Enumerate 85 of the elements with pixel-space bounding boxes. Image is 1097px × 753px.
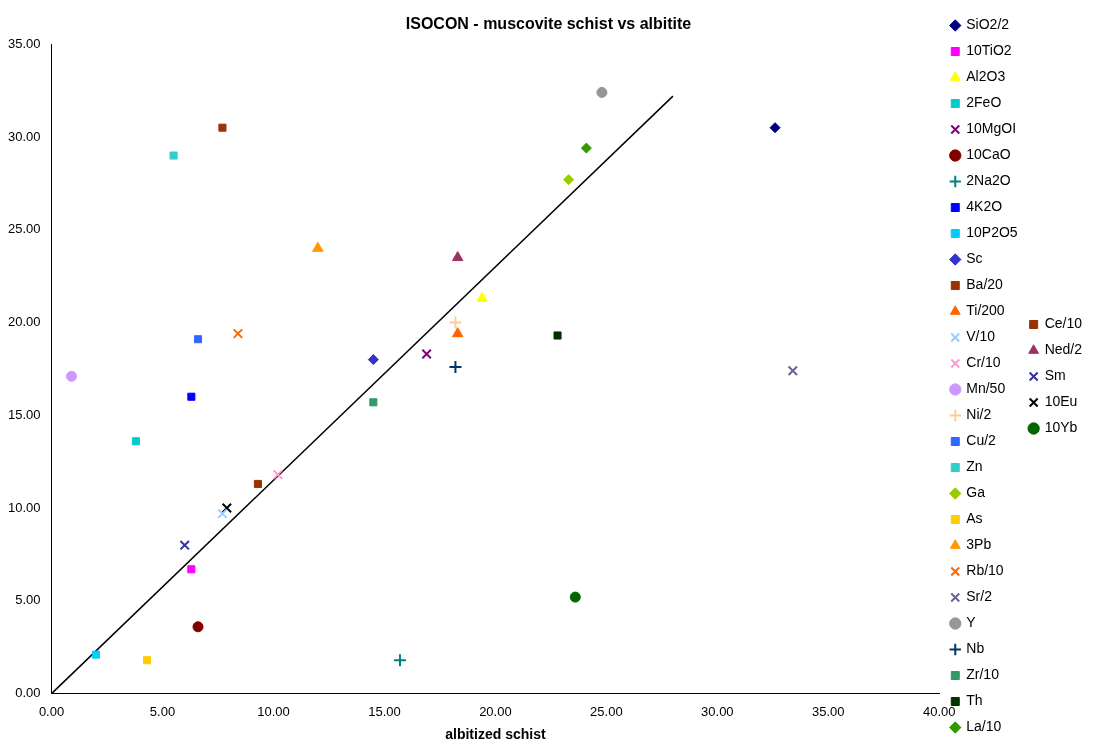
legend-label: Sr/2 — [966, 588, 993, 605]
x-tick-label: 20.00 — [479, 703, 512, 719]
x-tick-label: 40.00 — [923, 703, 956, 719]
point — [553, 331, 562, 340]
y-tick-label: 35.00 — [7, 35, 41, 51]
legend-label: 10P2O5 — [966, 224, 1018, 241]
legend-label: Rb/10 — [966, 562, 1004, 579]
legend-label: Cu/2 — [966, 432, 997, 449]
legend-label: Ned/2 — [1044, 341, 1083, 358]
legend-label: Mn/50 — [966, 380, 1006, 397]
point — [272, 469, 284, 480]
y-tick-label: 20.00 — [7, 314, 41, 330]
point — [769, 122, 781, 134]
point — [476, 291, 488, 302]
point — [451, 327, 464, 338]
point — [448, 315, 463, 330]
legend-label: Ce/10 — [1044, 315, 1083, 332]
x-axis-title: albitized schist — [445, 726, 546, 743]
legend-label: Sm — [1044, 367, 1066, 384]
point — [563, 174, 575, 186]
point — [367, 354, 379, 366]
point — [448, 360, 463, 375]
point — [253, 479, 262, 488]
point — [221, 502, 233, 514]
legend-label: As — [966, 510, 983, 527]
y-tick-label: 0.00 — [15, 685, 41, 701]
x-tick-label: 30.00 — [701, 703, 734, 719]
legend-label: Zn — [966, 458, 983, 475]
y-tick-label: 30.00 — [7, 128, 41, 144]
x-tick-label: 15.00 — [368, 703, 401, 719]
legend-label: 10TiO2 — [966, 42, 1012, 59]
legend-label: 10Yb — [1044, 419, 1078, 436]
legend-label: Sc — [966, 250, 983, 267]
point — [131, 437, 140, 446]
legend-label: 10MgOI — [966, 120, 1017, 137]
legend-label: Ni/2 — [966, 406, 992, 423]
point — [451, 251, 464, 262]
point — [421, 348, 432, 360]
legend-label: 10Eu — [1044, 393, 1078, 410]
legend-label: SiO2/2 — [966, 16, 1010, 33]
legend-label: 10CaO — [966, 146, 1011, 163]
point — [569, 591, 581, 603]
legend-label: Ti/200 — [966, 302, 1005, 319]
point — [91, 650, 100, 659]
legend-label: 2FeO — [966, 94, 1002, 111]
point — [187, 392, 196, 401]
legend-label: Zr/10 — [966, 666, 1000, 683]
point — [187, 565, 196, 574]
point — [787, 365, 799, 376]
point — [192, 621, 204, 633]
point — [369, 398, 378, 407]
x-tick-label: 35.00 — [812, 703, 845, 719]
x-tick-label: 10.00 — [257, 703, 290, 719]
point — [392, 653, 407, 668]
legend-label: 2Na2O — [966, 172, 1011, 189]
x-tick-label: 25.00 — [590, 703, 623, 719]
point — [169, 151, 178, 160]
point — [232, 328, 244, 339]
point — [142, 656, 151, 665]
point — [179, 539, 190, 551]
legend-label: 3Pb — [966, 536, 992, 553]
point — [193, 335, 203, 344]
legend-label: Ga — [966, 484, 986, 501]
legend-label: V/10 — [966, 328, 996, 345]
point — [580, 142, 592, 154]
legend-label: 4K2O — [966, 198, 1003, 215]
chart-title: ISOCON - muscovite schist vs albitite — [405, 15, 692, 33]
point — [217, 508, 228, 519]
y-tick-label: 25.00 — [7, 221, 41, 237]
legend-label: Y — [966, 614, 977, 631]
point — [218, 123, 227, 132]
point — [66, 370, 78, 382]
x-tick-label: 0.00 — [38, 703, 65, 719]
legend-label: La/10 — [966, 718, 1002, 735]
legend-label: Nb — [966, 640, 985, 657]
point — [596, 86, 608, 98]
x-tick-label: 5.00 — [149, 703, 176, 719]
y-tick-label: 10.00 — [7, 499, 41, 515]
y-tick-label: 5.00 — [15, 592, 41, 608]
legend-label: Th — [966, 692, 983, 709]
legend-label: Ba/20 — [966, 276, 1004, 293]
legend-label: Al2O3 — [966, 68, 1006, 85]
legend-label: Cr/10 — [966, 354, 1001, 371]
point — [312, 241, 324, 252]
y-tick-label: 15.00 — [7, 406, 41, 422]
